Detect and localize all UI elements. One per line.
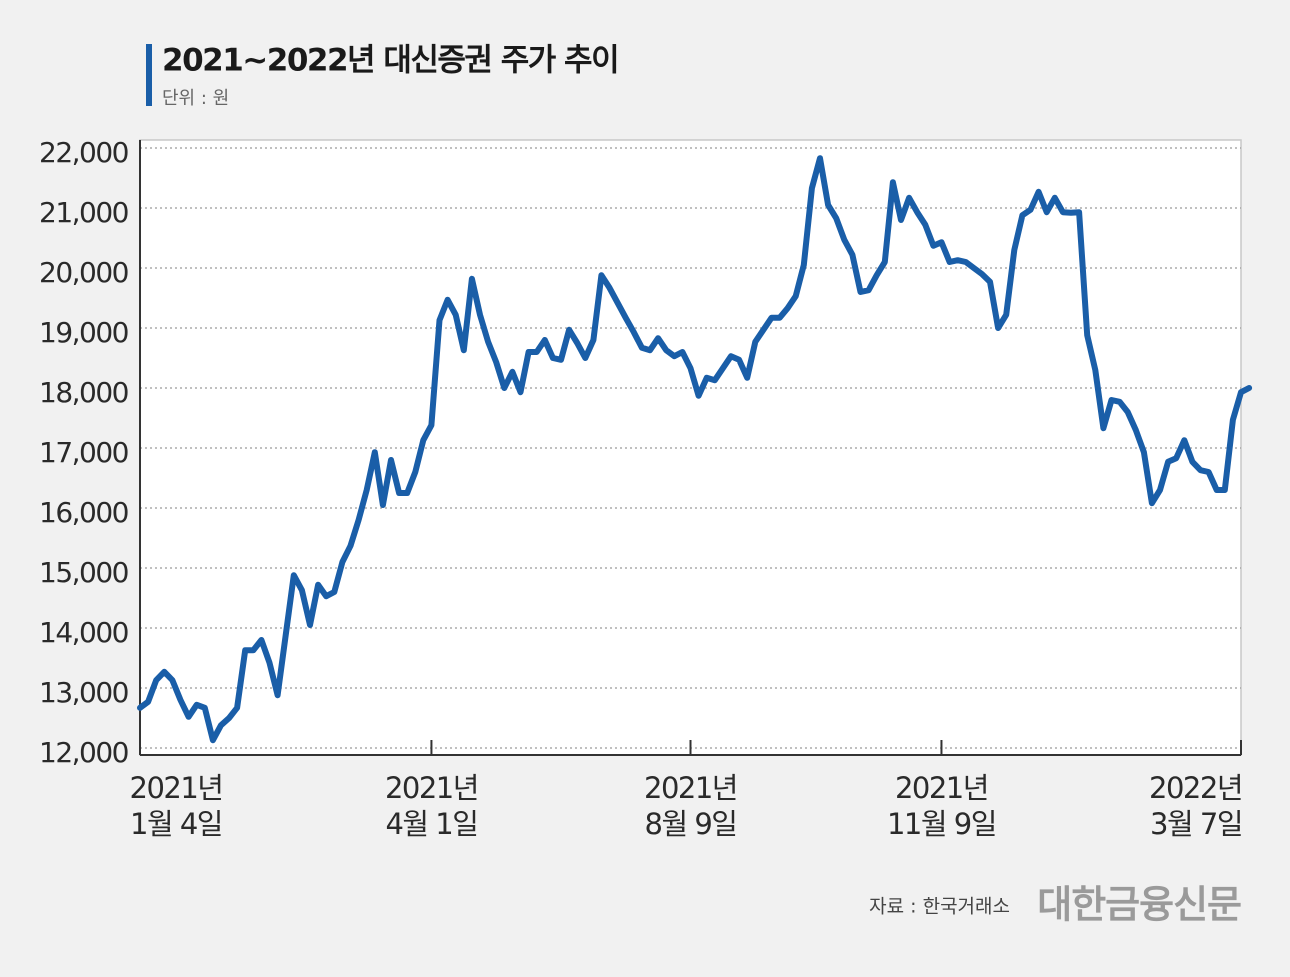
title-marker [146, 44, 152, 106]
y-tick-label: 20,000 [39, 256, 128, 289]
y-tick-label: 15,000 [39, 556, 128, 589]
logo: 대한금융신문 [1037, 883, 1241, 927]
y-tick-label: 22,000 [39, 136, 128, 169]
unit-label: 단위 : 원 [162, 88, 229, 109]
x-tick-label: 2021년 1월 4일 [129, 771, 224, 841]
y-tick-label: 12,000 [39, 736, 128, 769]
x-tick-label: 2021년 8월 9일 [644, 771, 738, 841]
y-tick-label: 19,000 [39, 316, 128, 349]
y-tick-label: 17,000 [39, 436, 128, 469]
x-tick-label: 2021년 4월 1일 [384, 771, 479, 841]
y-tick-label: 13,000 [39, 676, 128, 709]
y-tick-label: 18,000 [39, 376, 128, 409]
x-tick-label: 2022년 3월 7일 [1149, 771, 1243, 841]
x-tick-label: 2021년 11월 9일 [886, 771, 997, 841]
y-tick-label: 16,000 [39, 496, 128, 529]
price-line [137, 155, 1253, 744]
y-tick-label: 14,000 [39, 616, 128, 649]
chart-title: 2021~2022년 대신증권 주가 추이 [162, 43, 618, 79]
y-tick-label: 21,000 [39, 196, 128, 229]
source: 자료 : 한국거래소 [869, 896, 1010, 918]
